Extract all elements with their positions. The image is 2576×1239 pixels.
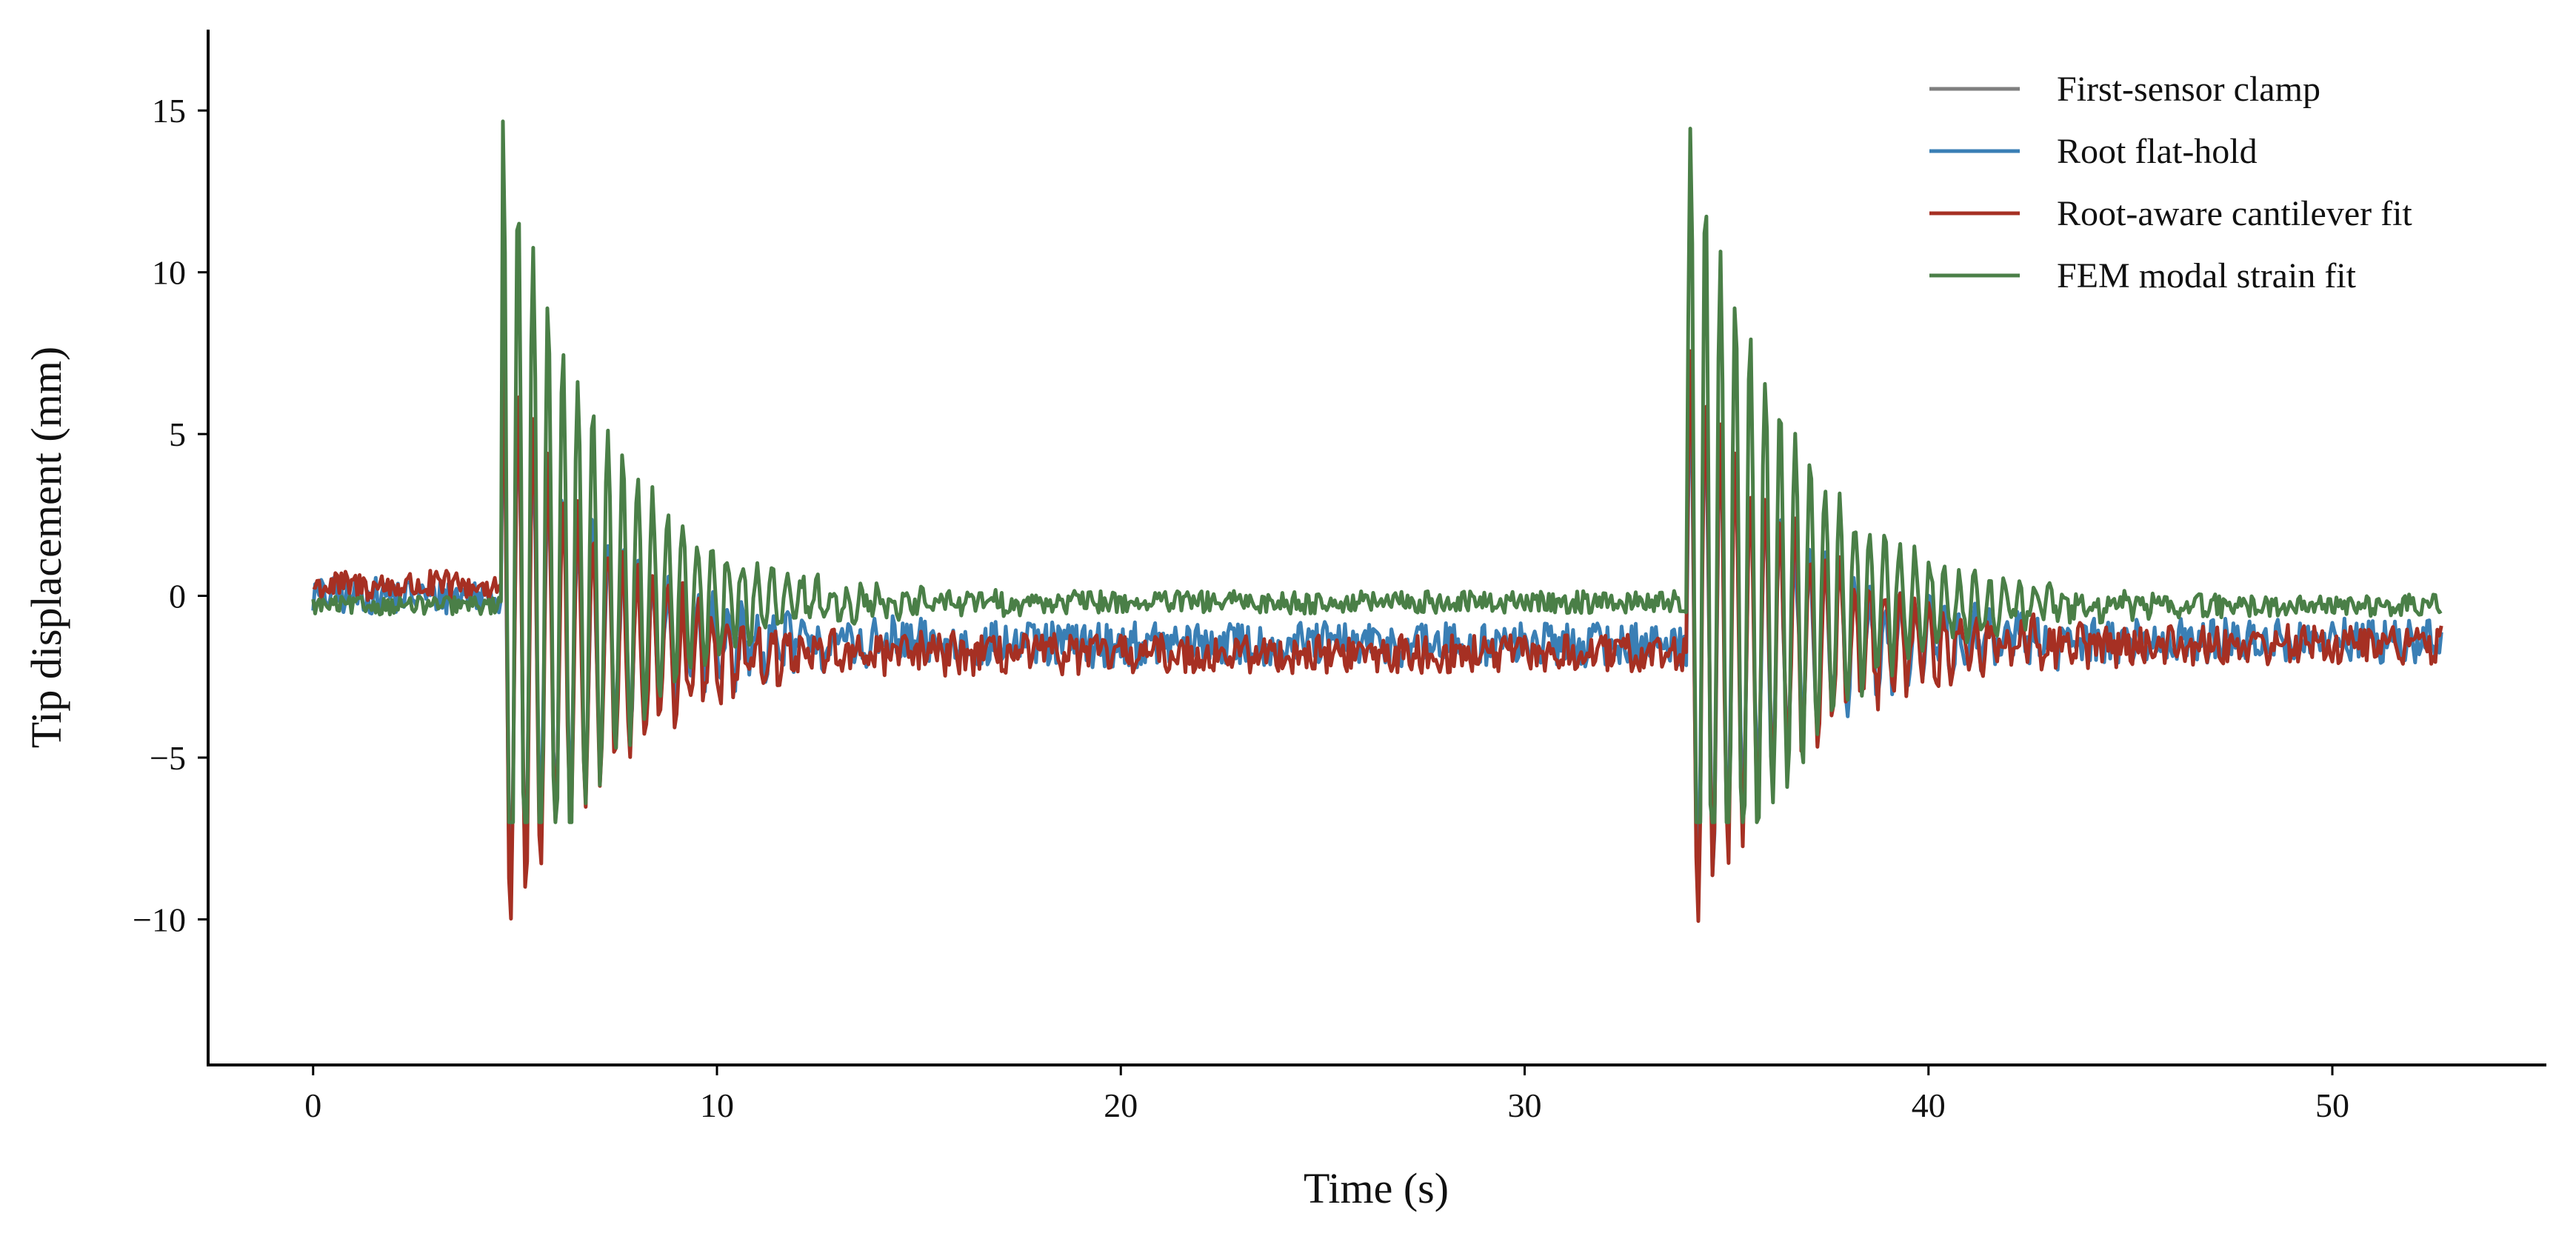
legend-label: First-sensor clamp xyxy=(2057,70,2320,109)
series-layer xyxy=(311,119,2443,924)
legend: First-sensor clamp Root flat-hold Root-awa… xyxy=(1929,70,2412,295)
y-tick-label: 10 xyxy=(152,254,186,292)
x-tick-label: 30 xyxy=(1508,1086,1542,1124)
y-tick-label: −10 xyxy=(133,901,186,938)
legend-label: Root-aware cantilever fit xyxy=(2057,194,2412,233)
x-tick-label: 20 xyxy=(1104,1086,1138,1124)
x-tick-label: 10 xyxy=(700,1086,734,1124)
x-tick-label: 0 xyxy=(304,1086,321,1124)
legend-label: FEM modal strain fit xyxy=(2057,256,2357,295)
series-line-root-aware-cantilever-fit xyxy=(312,344,2443,924)
y-tick-label: 5 xyxy=(169,415,186,453)
y-tick-label: 15 xyxy=(152,92,186,130)
y-tick-label: 0 xyxy=(169,578,186,615)
x-tick-label: 40 xyxy=(1912,1086,1946,1124)
y-axis-label: Tip displacement (mm) xyxy=(22,347,70,748)
series-line-fem-modal-strain-fit xyxy=(311,119,2443,824)
x-tick-label: 50 xyxy=(2315,1086,2349,1124)
axes xyxy=(207,30,2546,1066)
y-tick-label: −5 xyxy=(150,739,186,777)
x-axis-label: Time (s) xyxy=(1304,1164,1449,1212)
legend-label: Root flat-hold xyxy=(2057,132,2258,171)
